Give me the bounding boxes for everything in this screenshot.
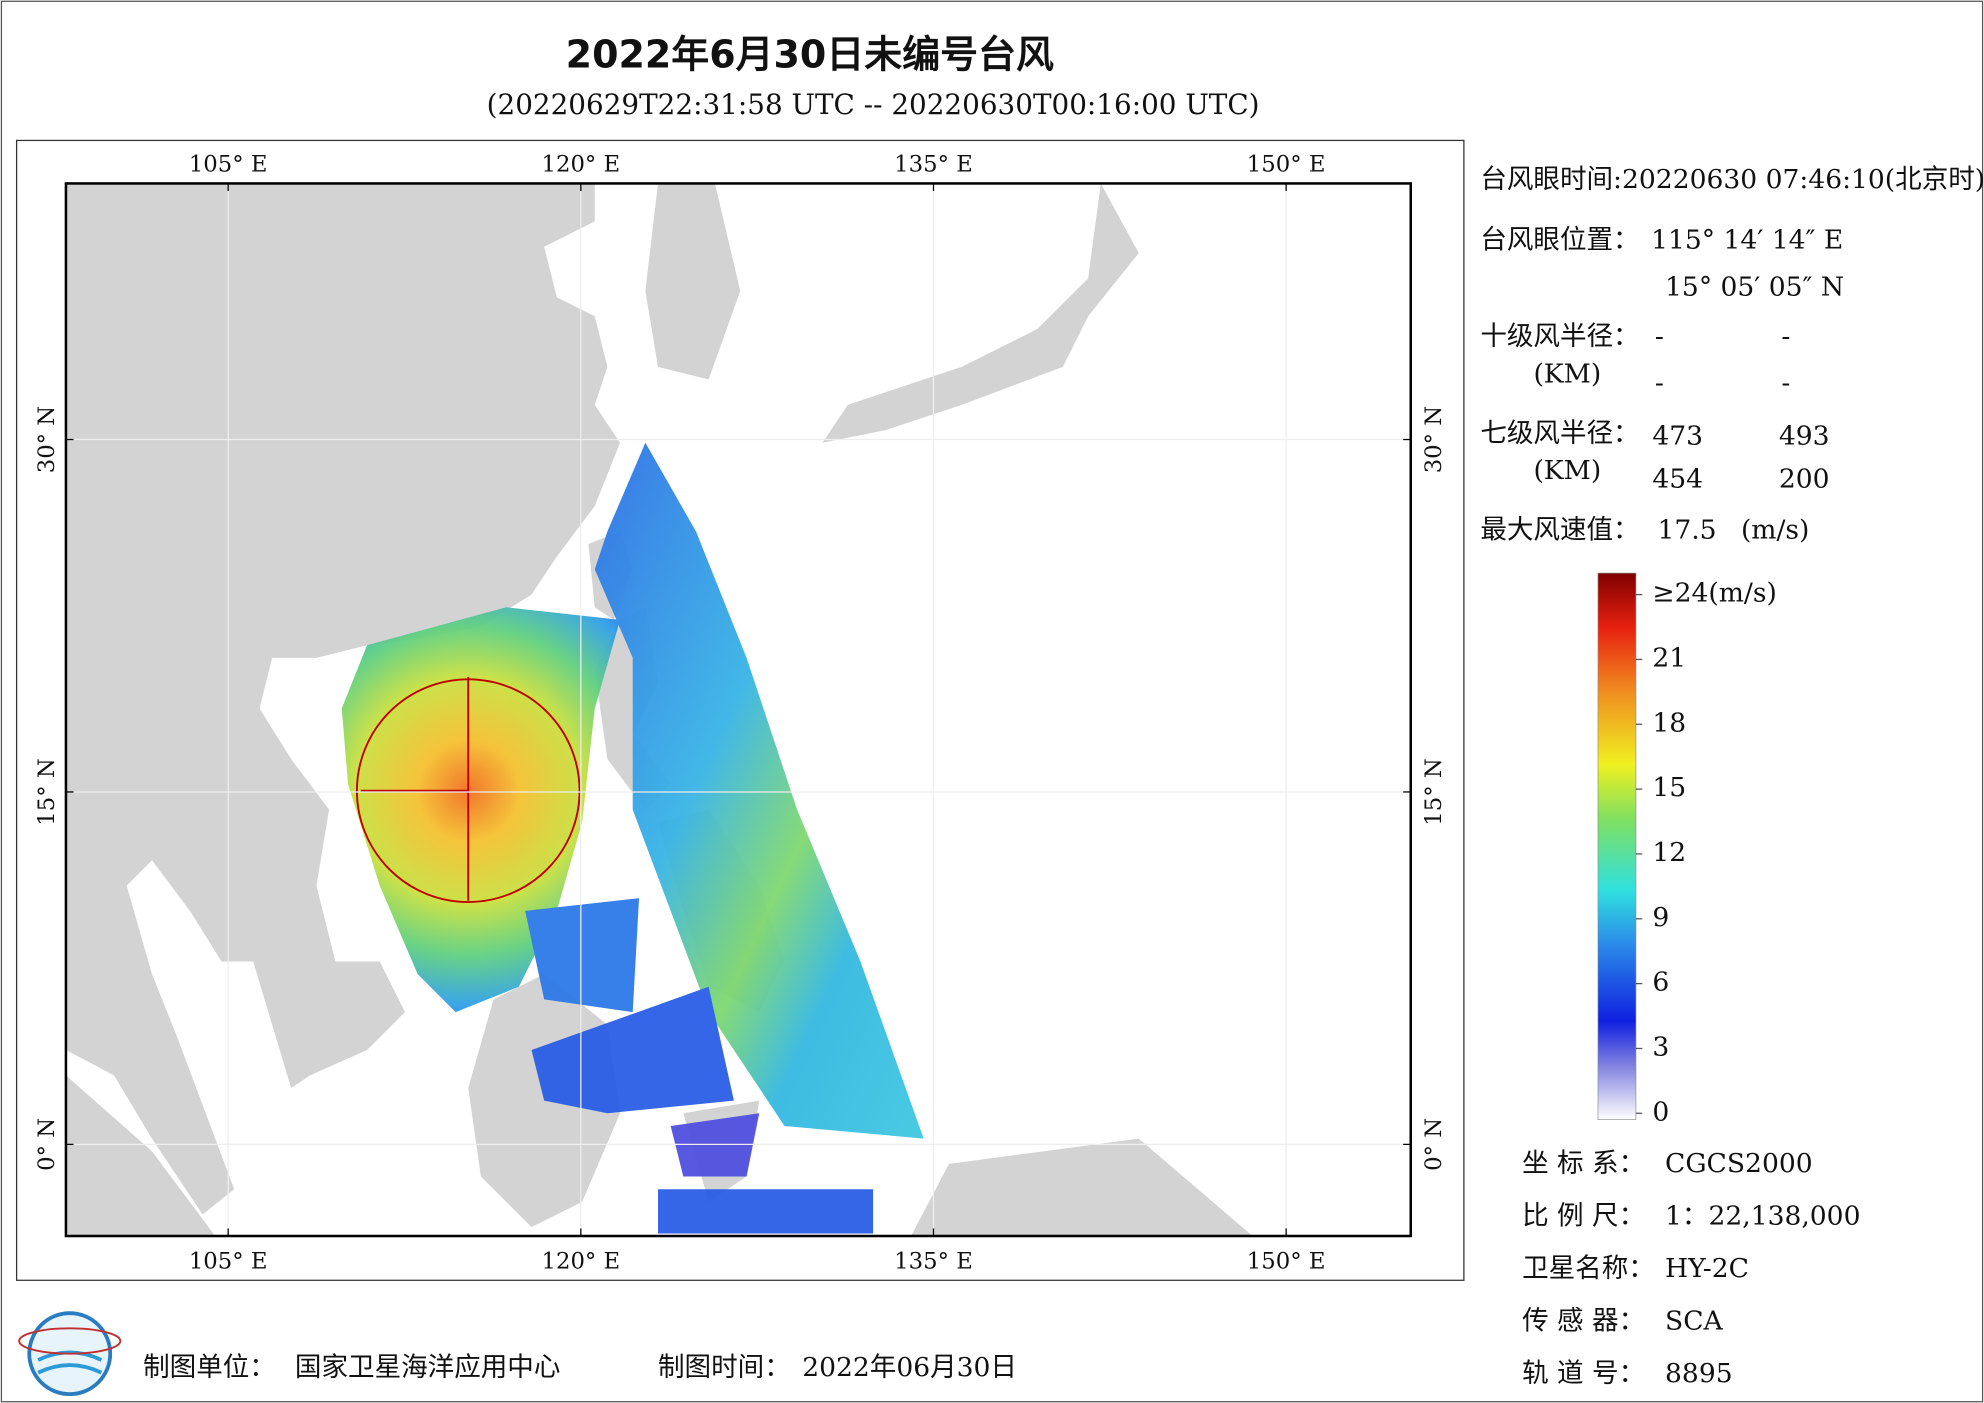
eye-position-lon: 115° 14′ 14″ E	[1651, 225, 1843, 256]
r7-label: 七级风半径：	[1480, 418, 1639, 449]
wind-quadrant	[360, 676, 470, 901]
footer-unit: 国家卫星海洋应用中心	[295, 1352, 560, 1383]
meta-label: 坐 标 系：	[1522, 1148, 1645, 1179]
eye-position-label: 台风眼位置：	[1480, 225, 1639, 256]
land	[645, 183, 741, 380]
wind-swath	[341, 442, 924, 1234]
r7-value: 493	[1779, 421, 1830, 452]
subtitle: (20220629T22:31:58 UTC -- 20220630T00:16…	[487, 88, 1260, 121]
land	[822, 183, 1139, 443]
r10-value: -	[1655, 321, 1664, 352]
map-panel	[15, 139, 1465, 1281]
wind-swath	[531, 986, 734, 1114]
colorbar-label: ≥24(m/s)	[1652, 578, 1776, 609]
r7-value: 473	[1652, 421, 1703, 452]
map-page: 坐 标 系： CGCS2000 比 例 尺： 1：22,138,000 卫星名称： HY-…	[1522, 1148, 1860, 1389]
lat-label: 30° N	[34, 406, 60, 474]
lon-label: 135° E	[894, 1249, 973, 1275]
lon-label: 105° E	[189, 152, 268, 178]
eye-position-lat: 15° 05′ 05″ N	[1665, 271, 1844, 302]
lat-label: 15° N	[1421, 758, 1447, 826]
max-wind-value: 17.5	[1657, 514, 1716, 545]
r7-unit: (KM)	[1533, 455, 1601, 486]
max-wind-label: 最大风速值：	[1480, 514, 1639, 545]
lon-label: 120° E	[541, 1249, 620, 1275]
r10-unit: (KM)	[1533, 359, 1601, 390]
lon-label: 105° E	[189, 1249, 268, 1275]
colorbar-label: 15	[1652, 772, 1686, 803]
r7-value: 200	[1779, 464, 1830, 495]
graticule	[65, 183, 1411, 1237]
footer-unit-label: 制图单位：	[143, 1352, 276, 1383]
colorbar-label: 6	[1652, 967, 1669, 998]
title: 2022年6月30日未编号台风	[566, 32, 1054, 76]
land	[65, 183, 621, 1215]
map-page: 台风眼时间: 20220630 07:46:10(北京时) 台风眼位置： 115…	[1480, 164, 1984, 545]
meta-value: 1：22,138,000	[1665, 1201, 1860, 1232]
meta-label: 传 感 器：	[1522, 1306, 1645, 1337]
land	[65, 1075, 216, 1237]
colorbar-label: 21	[1652, 642, 1686, 673]
r7-value: 454	[1652, 464, 1703, 495]
eye-time-label: 台风眼时间:	[1480, 164, 1622, 195]
colorbar-label: 0	[1652, 1096, 1669, 1127]
meta-value: CGCS2000	[1665, 1148, 1813, 1179]
wind-swath	[594, 442, 924, 1139]
lat-label: 15° N	[34, 758, 60, 826]
colorbar-label: 3	[1652, 1031, 1669, 1062]
map-frame	[64, 182, 1413, 1238]
max-wind-unit: (m/s)	[1741, 514, 1809, 545]
meta-value: HY-2C	[1665, 1253, 1749, 1284]
meta-label: 比 例 尺：	[1522, 1201, 1645, 1232]
lat-label: 0° N	[34, 1118, 60, 1171]
meta-label: 轨 道 号：	[1522, 1358, 1645, 1389]
colorbar-label: 12	[1652, 837, 1686, 868]
lat-label: 30° N	[1421, 406, 1447, 474]
meta-value: SCA	[1665, 1306, 1723, 1337]
lon-label: 150° E	[1247, 152, 1326, 178]
meta-value: 8895	[1665, 1358, 1733, 1389]
lon-label: 150° E	[1247, 1249, 1326, 1275]
lat-label: 0° N	[1421, 1118, 1447, 1171]
r10-value: -	[1781, 321, 1790, 352]
colorbar-label: 9	[1652, 902, 1669, 933]
wind-swath	[525, 898, 640, 1013]
logo	[18, 1327, 122, 1355]
land	[911, 1138, 1253, 1237]
meta-label: 卫星名称：	[1522, 1253, 1655, 1284]
r10-value: -	[1781, 368, 1790, 399]
logo	[18, 1311, 122, 1397]
r10-value: -	[1655, 368, 1664, 399]
lon-label: 120° E	[541, 152, 620, 178]
map-page: 0 3 6 9 12 15 18 21 ≥24(m/s)	[1635, 578, 1777, 1127]
footer-time-label: 制图时间：	[658, 1352, 791, 1383]
logo	[37, 1350, 103, 1375]
eye-time-value: 20220630 07:46:10(北京时)	[1622, 164, 1984, 195]
wind-swath	[658, 1189, 874, 1234]
lon-label: 135° E	[894, 152, 973, 178]
footer-time: 2022年06月30日	[802, 1352, 1017, 1383]
r10-label: 十级风半径：	[1480, 321, 1639, 352]
colorbar-label: 18	[1652, 707, 1686, 738]
colorbar	[1597, 572, 1637, 1120]
